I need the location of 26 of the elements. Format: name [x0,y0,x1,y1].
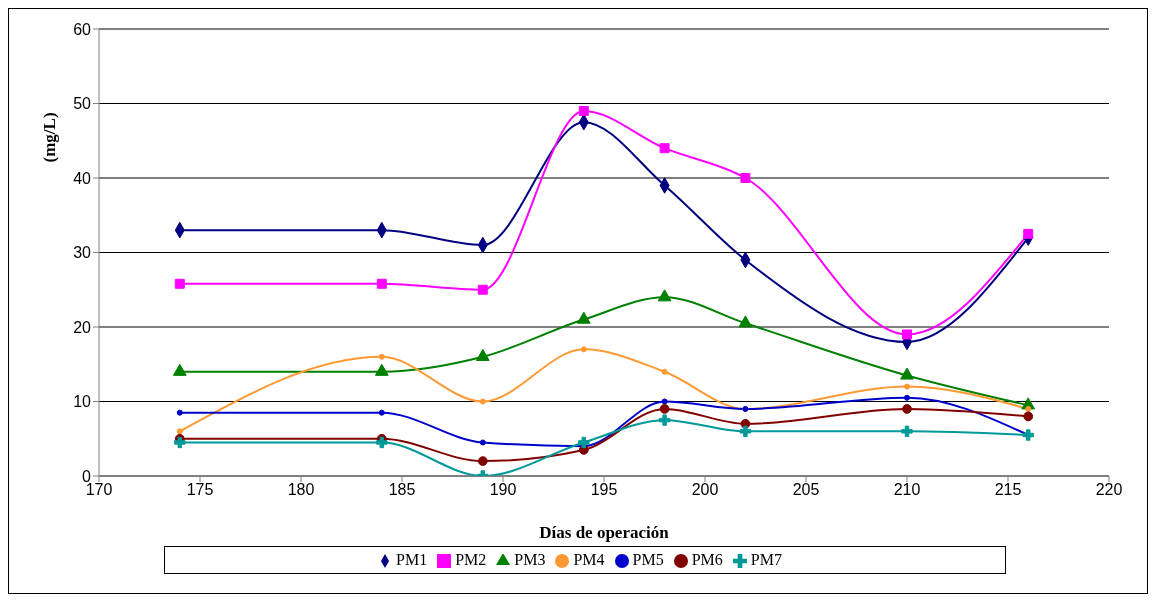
x-tick-label: 195 [590,481,618,499]
y-axis-title: (mg/L) [40,112,60,163]
y-tick-label: 10 [73,393,92,411]
x-tick-label: 210 [893,481,921,499]
x-tick-label: 190 [489,481,517,499]
legend-label: PM3 [514,551,546,568]
x-tick-label: 220 [1095,481,1123,499]
legend-label: PM1 [396,551,428,568]
x-tick-label: 180 [287,481,315,499]
y-tick-label: 20 [73,318,92,336]
y-tick-label: 40 [73,169,92,187]
x-tick-label: 215 [994,481,1022,499]
y-tick-label: 60 [73,20,92,38]
x-tick-label: 200 [691,481,719,499]
x-tick-label: 175 [186,481,214,499]
legend-label: PM7 [750,551,782,568]
legend-label: PM2 [455,551,487,568]
legend-label: PM5 [632,551,664,568]
x-tick-label: 185 [388,481,416,499]
x-tick-label: 170 [85,481,113,499]
y-tick-label: 50 [73,95,92,113]
y-tick-label: 30 [73,244,92,262]
legend-label: PM6 [691,551,723,568]
x-axis-title: Días de operación [539,523,670,542]
x-tick-label: 205 [792,481,820,499]
legend-label: PM4 [573,551,605,568]
